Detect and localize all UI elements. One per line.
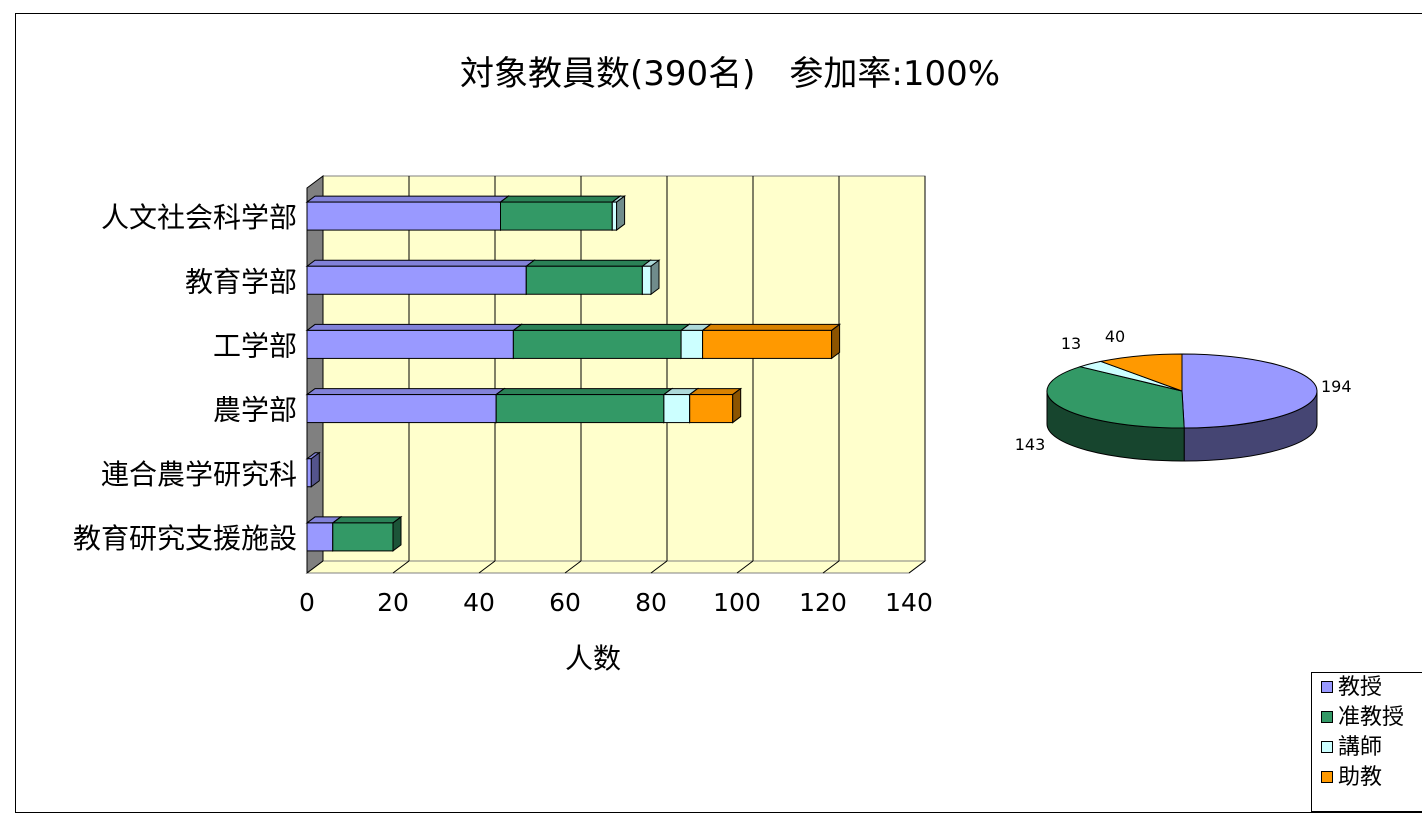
y-category-label: 農学部 [213,394,297,427]
legend-label-professor: 教授 [1338,675,1383,700]
y-category-label: 教育学部 [185,265,297,298]
bar-segment-top [511,323,691,331]
bar-segment [306,394,497,424]
floor-grid-40 [478,560,496,574]
bar-segment-top [524,259,652,267]
floor-grid-140 [908,560,926,574]
x-axis-title: 人数 [565,642,621,675]
bar-segment-end [732,387,742,424]
floor-grid-0 [306,560,324,574]
legend-label-assistant-professor: 助教 [1338,765,1383,790]
pie-data-label: 194 [1321,377,1352,396]
bar-stack [305,451,321,488]
x-tick-label: 120 [799,588,847,617]
pie-slice [1099,353,1183,392]
bar-segment [689,394,734,424]
legend-item-professor: 教授 [1312,673,1422,703]
bar-segment-end [616,195,626,232]
legend-swatch-assistant-professor [1321,771,1333,783]
legend-swatch-professor [1321,681,1333,693]
x-tick-label: 0 [299,588,315,617]
pie-slice [1181,353,1318,429]
floor-grid-120 [822,560,840,574]
pie-data-label: 13 [1061,334,1081,353]
pie-data-label: 143 [1015,435,1046,454]
plot-floor [305,560,927,574]
legend-label-associate-professor: 准教授 [1338,705,1405,730]
y-category-label: 教育研究支援施設 [73,522,297,555]
floor-grid-100 [736,560,754,574]
y-category-label: 工学部 [213,329,297,362]
bar-segment [525,265,643,295]
x-tick-label: 100 [713,588,761,617]
bar-segment-top [305,323,523,331]
plot-back-wall [322,175,926,562]
bar-segment-end [392,515,402,552]
y-category-label: 連合農学研究科 [101,458,297,491]
bar-segment [306,522,334,552]
x-tick-label: 40 [463,588,495,617]
bar-segment [306,329,514,359]
pie-data-label: 40 [1105,327,1125,346]
bar-segment-top [494,388,674,396]
bar-stack [305,259,661,296]
legend: 教授 准教授 講師 助教 [1311,672,1422,812]
bar-segment [663,394,691,424]
pie-slice [1046,366,1185,429]
bar-segment [500,201,613,231]
bar-segment-top [701,323,842,331]
bar-segment-top [499,195,622,203]
bar-segment-end [650,259,660,296]
bar-segment [306,458,312,488]
x-tick-label: 60 [549,588,581,617]
bar-segment-end [831,323,841,360]
bar-segment [680,329,704,359]
x-tick-label: 80 [635,588,667,617]
bar-segment [495,394,665,424]
x-tick-label: 140 [885,588,933,617]
floor-grid-60 [564,560,582,574]
plot-side-wall [306,175,324,574]
legend-swatch-associate-professor [1321,711,1333,723]
bar-segment-top [688,388,743,396]
bar-segment [641,265,652,295]
bar-segment [702,329,833,359]
bar-segment-top [305,195,510,203]
legend-label-lecturer: 講師 [1338,735,1383,760]
bar-segment-top [331,516,403,524]
legend-item-lecturer: 講師 [1312,733,1422,763]
bar-segment [512,329,682,359]
bar-stack [305,195,627,232]
bar-segment-end [310,451,320,488]
bar-segment [306,265,527,295]
legend-item-associate-professor: 准教授 [1312,703,1422,733]
y-category-label: 人文社会科学部 [101,201,297,234]
chart-title: 対象教員数(390名) 参加率:100% [460,54,1000,94]
floor-grid-80 [650,560,668,574]
bar-segment [332,522,394,552]
bar-stack [305,387,743,424]
floor-grid-20 [392,560,410,574]
x-tick-label: 20 [377,588,409,617]
bar-segment-top [305,388,506,396]
bar-stack [305,323,842,360]
legend-swatch-lecturer [1321,741,1333,753]
bar-segment [306,201,501,231]
bar-stack [305,515,403,552]
legend-item-assistant-professor: 助教 [1312,763,1422,793]
bar-segment-top [305,259,536,267]
bar-segment [611,201,618,231]
